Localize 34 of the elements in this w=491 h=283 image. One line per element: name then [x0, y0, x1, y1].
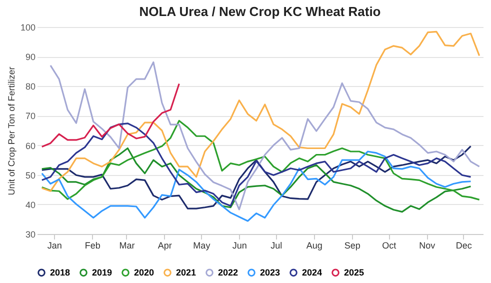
legend-label: 2025 — [344, 268, 364, 278]
x-tick-label: Feb — [84, 240, 100, 250]
y-tick-label: 30 — [25, 230, 36, 240]
x-tick-label: Jan — [47, 240, 62, 250]
line-series — [41, 30, 480, 192]
y-tick-label: 40 — [25, 200, 36, 210]
x-tick-label: Mar — [119, 240, 135, 250]
y-tick-label: 50 — [25, 170, 36, 180]
y-tick-label: 70 — [25, 111, 36, 122]
legend-label: 2020 — [134, 268, 154, 278]
y-tick-label: 80 — [25, 82, 36, 92]
x-tick-label: Oct — [382, 240, 397, 250]
x-tick-label: Jul — [270, 240, 282, 250]
y-tick-label: 100 — [20, 22, 36, 32]
legend-label: 2019 — [92, 268, 112, 278]
x-tick-label: May — [193, 240, 211, 250]
x-tick-label: Apr — [158, 240, 172, 250]
line-series — [41, 150, 472, 222]
x-tick-label: Jun — [232, 240, 247, 250]
legend-label: 2024 — [302, 268, 322, 278]
y-axis-title: Unit of Crop Per Ton of Fertilizer — [6, 66, 16, 196]
legend-label: 2022 — [218, 268, 238, 278]
y-tick-label: 90 — [25, 52, 36, 62]
x-tick-label: Sep — [344, 240, 360, 250]
x-tick-label: Nov — [419, 240, 436, 250]
y-tick-label: 60 — [25, 140, 36, 151]
legend-label: 2023 — [260, 268, 280, 278]
x-tick-label: Dec — [456, 240, 472, 250]
line-series — [50, 61, 480, 210]
chart-title: NOLA Urea / New Crop KC Wheat Ratio — [139, 4, 381, 19]
line-series — [41, 82, 180, 148]
legend-label: 2018 — [50, 268, 70, 278]
x-tick-label: Aug — [306, 240, 322, 250]
legend-label: 2021 — [176, 268, 196, 278]
